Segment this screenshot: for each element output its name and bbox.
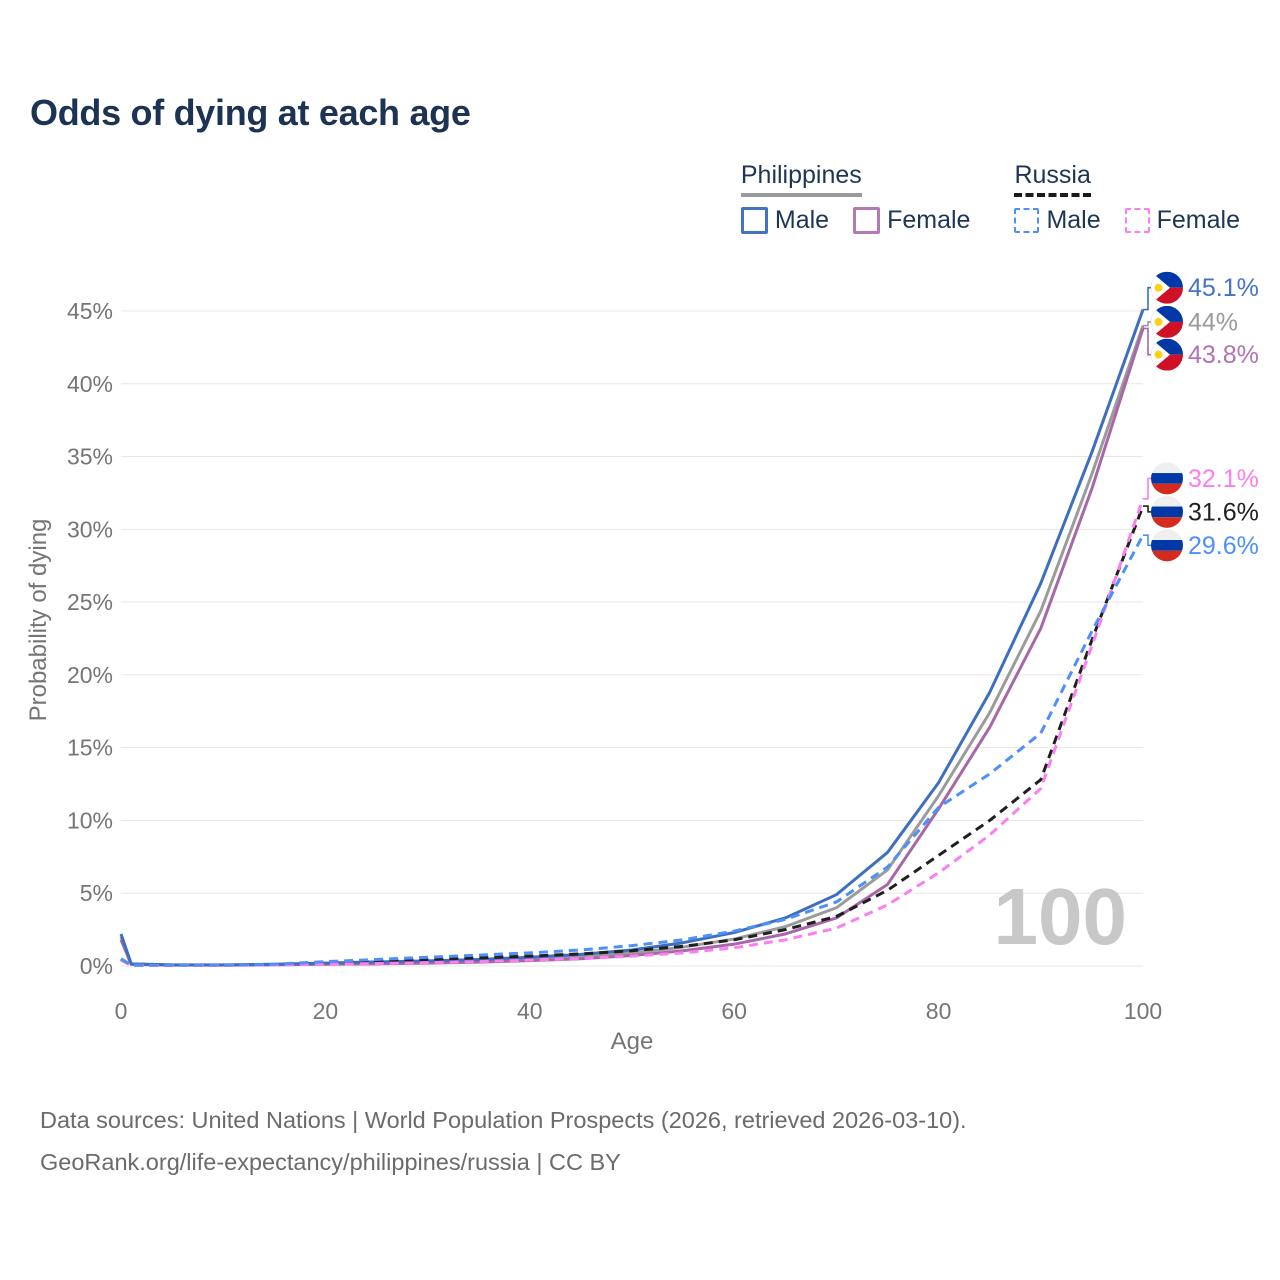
y-tick-label: 15% bbox=[67, 735, 113, 761]
legend-item-russia-female[interactable]: Female bbox=[1124, 206, 1240, 235]
chart-legend: Philippines Male Female Russia Male Fema… bbox=[740, 161, 1240, 235]
end-value-label: 45.1% bbox=[1188, 274, 1259, 302]
series-line-philippines-male[interactable] bbox=[119, 309, 1145, 967]
y-tick-label: 45% bbox=[67, 298, 113, 324]
label-connector bbox=[1143, 321, 1152, 327]
y-tick-label: 25% bbox=[67, 589, 113, 615]
x-tick-label: 100 bbox=[1124, 998, 1162, 1024]
russia-flag-icon bbox=[1151, 495, 1183, 528]
label-connector bbox=[1143, 477, 1152, 500]
y-axis-title: Probability of dying bbox=[25, 519, 52, 722]
russia-female-swatch bbox=[1124, 208, 1150, 233]
chart-footer: Data sources: United Nations | World Pop… bbox=[40, 1106, 967, 1190]
legend-label-russia-male: Male bbox=[1046, 206, 1101, 234]
x-tick-label: 80 bbox=[926, 998, 952, 1024]
legend-country-philippines[interactable]: Philippines bbox=[740, 161, 862, 197]
end-value-label: 44% bbox=[1188, 308, 1238, 336]
philippines-male-swatch bbox=[740, 207, 768, 234]
philippines-flag-icon bbox=[1151, 305, 1183, 338]
x-tick-label: 20 bbox=[313, 998, 339, 1024]
y-tick-label: 40% bbox=[67, 371, 113, 397]
series-line-russia-male[interactable] bbox=[120, 534, 1145, 967]
label-connector bbox=[1143, 534, 1152, 547]
y-tick-label: 30% bbox=[67, 516, 113, 542]
y-tick-label: 10% bbox=[67, 807, 113, 833]
philippines-flag-icon bbox=[1151, 271, 1183, 304]
russia-male-swatch bbox=[1014, 208, 1040, 233]
legend-group-russia: Russia Male Female bbox=[1014, 161, 1240, 235]
page-title: Odds of dying at each age bbox=[30, 92, 471, 133]
y-tick-label: 5% bbox=[80, 880, 113, 906]
philippines-flag-icon bbox=[1151, 338, 1183, 371]
source-url-line: GeoRank.org/life-expectancy/philippines/… bbox=[40, 1149, 621, 1175]
y-tick-label: 20% bbox=[67, 662, 113, 688]
series-line-philippines-female[interactable] bbox=[119, 328, 1145, 967]
age-watermark: 100 bbox=[994, 872, 1127, 961]
legend-items-philippines: Male Female bbox=[740, 206, 970, 235]
data-sources-line: Data sources: United Nations | World Pop… bbox=[40, 1107, 967, 1133]
end-value-label: 29.6% bbox=[1188, 532, 1259, 560]
y-tick-label: 35% bbox=[67, 444, 113, 470]
legend-label-philippines-male: Male bbox=[774, 206, 830, 234]
philippines-female-swatch bbox=[853, 207, 881, 234]
y-tick-label: 0% bbox=[80, 953, 113, 979]
label-connector bbox=[1143, 327, 1152, 356]
label-connector bbox=[1143, 505, 1152, 513]
x-tick-label: 60 bbox=[721, 998, 747, 1024]
legend-item-philippines-female[interactable]: Female bbox=[853, 206, 970, 235]
legend-item-philippines-male[interactable]: Male bbox=[740, 206, 830, 235]
series-line-russia-female[interactable] bbox=[120, 498, 1145, 968]
legend-label-russia-female: Female bbox=[1156, 206, 1240, 234]
end-value-label: 32.1% bbox=[1188, 465, 1259, 493]
end-value-label: 31.6% bbox=[1188, 498, 1259, 526]
series-line-russia[interactable] bbox=[120, 505, 1145, 967]
x-axis-title: Age bbox=[611, 1028, 654, 1055]
x-tick-label: 0 bbox=[115, 998, 128, 1024]
russia-flag-icon bbox=[1151, 529, 1183, 562]
legend-country-russia[interactable]: Russia bbox=[1014, 161, 1091, 197]
legend-item-russia-male[interactable]: Male bbox=[1014, 206, 1101, 235]
end-value-label: 43.8% bbox=[1188, 341, 1259, 369]
x-tick-label: 40 bbox=[517, 998, 543, 1024]
legend-items-russia: Male Female bbox=[1014, 206, 1240, 235]
legend-group-philippines: Philippines Male Female bbox=[740, 161, 970, 235]
legend-label-philippines-female: Female bbox=[887, 206, 971, 234]
label-connector bbox=[1143, 286, 1152, 311]
russia-flag-icon bbox=[1151, 462, 1183, 495]
series-line-philippines[interactable] bbox=[119, 325, 1145, 967]
